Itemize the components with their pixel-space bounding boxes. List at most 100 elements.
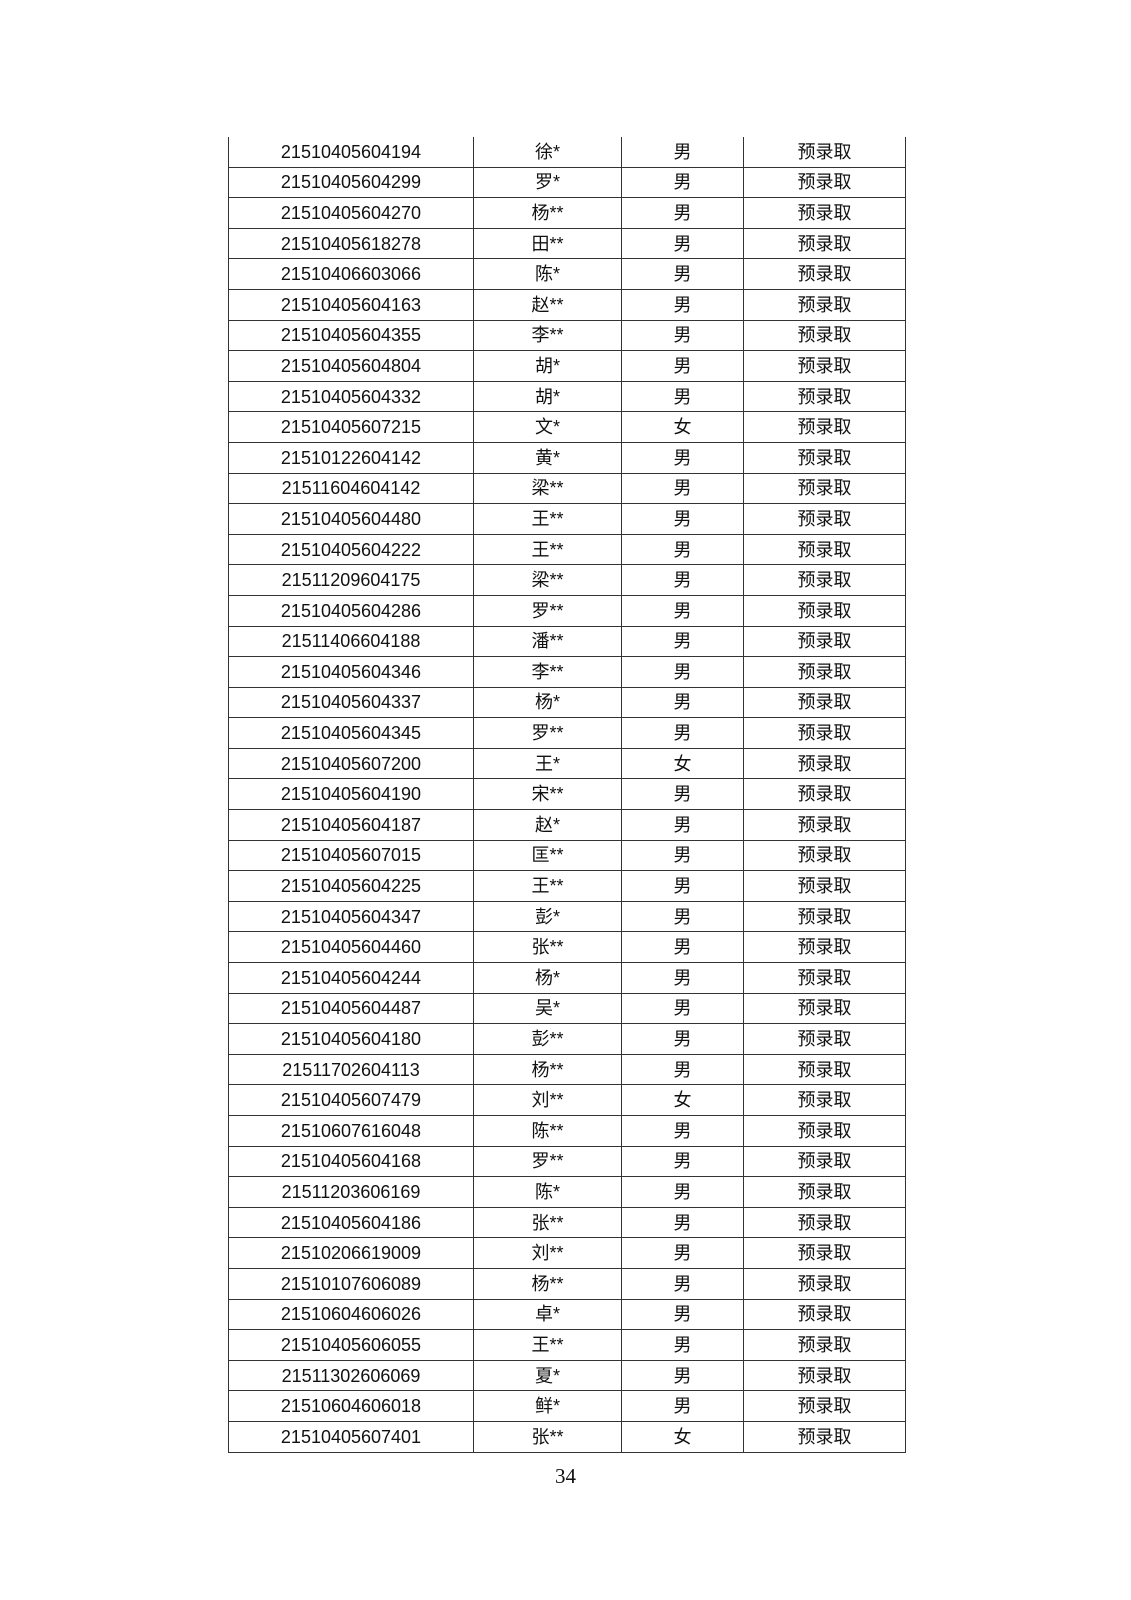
exam-id: 21510406603066 <box>228 258 474 290</box>
student-name: 杨** <box>473 1267 622 1300</box>
student-name: 张** <box>473 1420 622 1453</box>
gender: 男 <box>621 870 744 902</box>
status: 预录取 <box>743 992 906 1025</box>
table-row: 21510405607015 匡** 男预录取 <box>228 839 906 872</box>
student-name: 胡* <box>473 380 622 413</box>
table-row: 21511209604175 梁** 男预录取 <box>228 564 906 596</box>
table-row: 21510405604194 徐* 男预录取 <box>228 137 906 168</box>
exam-id: 21510405604168 <box>228 1145 474 1178</box>
student-name: 王** <box>473 1329 622 1361</box>
exam-id: 21510405606055 <box>228 1329 474 1361</box>
gender: 男 <box>621 656 744 688</box>
table-row: 21510405607479 刘** 女预录取 <box>228 1084 906 1116</box>
student-name: 王** <box>473 503 622 535</box>
gender: 男 <box>621 1115 744 1147</box>
gender: 男 <box>621 992 744 1025</box>
gender: 男 <box>621 717 744 749</box>
status: 预录取 <box>743 503 906 535</box>
gender: 女 <box>621 747 744 780</box>
student-name: 陈* <box>473 258 622 290</box>
student-name: 赵** <box>473 288 622 321</box>
exam-id: 21510405604460 <box>228 931 474 964</box>
status: 预录取 <box>743 1206 906 1239</box>
exam-id: 21510107606089 <box>228 1267 474 1300</box>
table-row: 21510107606089 杨** 男预录取 <box>228 1267 906 1300</box>
gender: 男 <box>621 778 744 811</box>
student-name: 赵* <box>473 809 622 841</box>
status: 预录取 <box>743 747 906 780</box>
status: 预录取 <box>743 594 906 627</box>
exam-id: 21511702604113 <box>228 1053 474 1086</box>
gender: 男 <box>621 1329 744 1361</box>
status: 预录取 <box>743 441 906 474</box>
table-row: 21510405604355 李** 男预录取 <box>228 319 906 352</box>
exam-id: 21510405607479 <box>228 1084 474 1116</box>
table-row: 21510607616048 陈** 男预录取 <box>228 1115 906 1147</box>
gender: 男 <box>621 1206 744 1239</box>
gender: 男 <box>621 931 744 964</box>
gender: 男 <box>621 197 744 229</box>
exam-id: 21511302606069 <box>228 1359 474 1392</box>
table-row: 21510405604299 罗* 男预录取 <box>228 166 906 199</box>
gender: 男 <box>621 533 744 566</box>
status: 预录取 <box>743 1359 906 1392</box>
student-name: 徐* <box>473 137 622 168</box>
student-name: 张** <box>473 931 622 964</box>
status: 预录取 <box>743 197 906 229</box>
table-row: 21510405607200 王* 女预录取 <box>228 747 906 780</box>
table-row: 21511406604188 潘** 男预录取 <box>228 625 906 658</box>
status: 预录取 <box>743 870 906 902</box>
exam-id: 21510405604804 <box>228 350 474 382</box>
table-row: 21510405604487 吴* 男预录取 <box>228 992 906 1025</box>
gender: 男 <box>621 258 744 290</box>
student-name: 王** <box>473 870 622 902</box>
gender: 男 <box>621 503 744 535</box>
gender: 男 <box>621 1359 744 1392</box>
student-name: 杨** <box>473 197 622 229</box>
status: 预录取 <box>743 1115 906 1147</box>
exam-id: 21510405607401 <box>228 1420 474 1453</box>
gender: 男 <box>621 319 744 352</box>
gender: 男 <box>621 809 744 841</box>
student-name: 潘** <box>473 625 622 658</box>
student-name: 卓* <box>473 1298 622 1331</box>
exam-id: 21510405604299 <box>228 166 474 199</box>
table-row: 21510405604337 杨* 男预录取 <box>228 686 906 719</box>
student-name: 罗** <box>473 717 622 749</box>
table-row: 21510405604346 李** 男预录取 <box>228 656 906 688</box>
exam-id: 21510405604163 <box>228 288 474 321</box>
status: 预录取 <box>743 319 906 352</box>
status: 预录取 <box>743 137 906 168</box>
status: 预录取 <box>743 288 906 321</box>
status: 预录取 <box>743 1084 906 1116</box>
student-name: 罗** <box>473 594 622 627</box>
exam-id: 21510405604286 <box>228 594 474 627</box>
exam-id: 21510604606018 <box>228 1390 474 1422</box>
table-row: 21510405618278 田** 男预录取 <box>228 227 906 260</box>
table-row: 21510405604225 王** 男预录取 <box>228 870 906 902</box>
exam-id: 21510206619009 <box>228 1237 474 1269</box>
gender: 男 <box>621 1390 744 1422</box>
exam-id: 21510607616048 <box>228 1115 474 1147</box>
student-name: 李** <box>473 319 622 352</box>
gender: 男 <box>621 1145 744 1178</box>
exam-id: 21510405618278 <box>228 227 474 260</box>
table-row: 21510405607401 张** 女预录取 <box>228 1420 906 1453</box>
gender: 男 <box>621 1053 744 1086</box>
gender: 男 <box>621 564 744 596</box>
student-name: 彭** <box>473 1023 622 1055</box>
exam-id: 21510405604487 <box>228 992 474 1025</box>
student-name: 田** <box>473 227 622 260</box>
status: 预录取 <box>743 1390 906 1422</box>
status: 预录取 <box>743 1267 906 1300</box>
gender: 男 <box>621 1298 744 1331</box>
status: 预录取 <box>743 1298 906 1331</box>
table-row: 21510405604332 胡* 男预录取 <box>228 380 906 413</box>
status: 预录取 <box>743 166 906 199</box>
status: 预录取 <box>743 1053 906 1086</box>
table-row: 21510604606018 鲜* 男预录取 <box>228 1390 906 1422</box>
exam-id: 21510405604222 <box>228 533 474 566</box>
exam-id: 21510405604194 <box>228 137 474 168</box>
exam-id: 21510405604355 <box>228 319 474 352</box>
